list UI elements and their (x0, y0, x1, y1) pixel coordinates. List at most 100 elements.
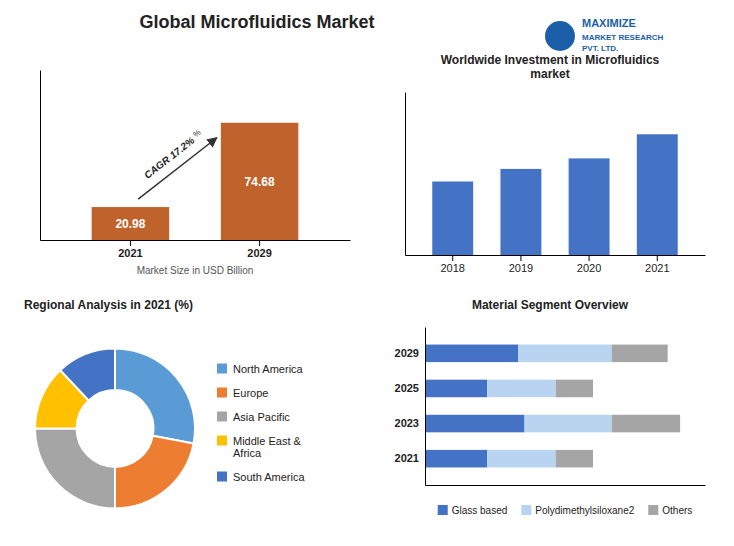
legend-label: Middle East &Africa (233, 435, 302, 459)
text-line: market (530, 67, 569, 81)
tick-mark (657, 255, 658, 261)
chart-title: Worldwide Investment in Microfluidicsmar… (441, 53, 660, 81)
bar (500, 169, 541, 255)
tick-label: 2029 (395, 347, 419, 359)
marks (432, 134, 677, 255)
legend-swatch (217, 472, 227, 482)
slice (115, 436, 194, 509)
axis-line (41, 240, 351, 241)
tick-label: 2019 (509, 262, 533, 274)
annotation: % (191, 128, 202, 139)
tick-label: 2023 (395, 417, 419, 429)
legend-label: Europe (233, 387, 268, 399)
legend-label: Others (662, 505, 692, 516)
text-line: Europe (233, 387, 268, 399)
axis (40, 71, 41, 241)
legend-label: North America (233, 363, 304, 375)
data-label: 20.98 (115, 217, 145, 231)
tick-label: 2021 (118, 247, 142, 259)
bar (92, 207, 169, 240)
tick: 2021 (118, 240, 142, 259)
tick: 2023 (395, 417, 425, 429)
logo: MAXIMIZE MARKET RESEARCH PVT. LTD. (545, 17, 664, 53)
legend-label: Glass based (452, 505, 508, 516)
legend: North America Europe Asia Pacific Middle Ea… (217, 363, 305, 483)
bar (432, 182, 473, 255)
text-line: Africa (233, 447, 262, 459)
legend-item: Europe (217, 387, 268, 399)
axis (405, 93, 406, 256)
marks (92, 123, 299, 240)
legend-item: Middle East &Africa (217, 435, 302, 459)
text-line: Middle East & (233, 435, 302, 447)
tick: 2019 (509, 255, 533, 274)
tick-mark (520, 255, 521, 261)
tick: 2025 (395, 382, 425, 394)
legend-item: Glass based (438, 505, 508, 516)
logo-text: MAXIMIZE (582, 17, 636, 29)
tick-label: 2020 (577, 262, 601, 274)
tick-mark (130, 240, 131, 246)
slice (115, 349, 195, 444)
axis-line (406, 255, 706, 256)
panel: Worldwide Investment in Microfluidicsmar… (406, 53, 706, 274)
legend-swatch (217, 412, 227, 422)
legend-item: North America (217, 363, 304, 375)
bar (518, 345, 611, 363)
axis-line (425, 328, 426, 486)
tick: 2021 (395, 452, 425, 464)
bar (556, 380, 593, 398)
tick: 2029 (395, 347, 425, 359)
data-label: 74.68 (245, 175, 275, 189)
bar (425, 415, 525, 433)
axis-title: Market Size in USD Billion (137, 265, 254, 276)
bar (612, 345, 668, 363)
axis-line (40, 71, 41, 241)
bar (637, 134, 678, 255)
marks (35, 349, 195, 509)
figure-title: Global Microfluidics Market (139, 12, 374, 32)
legend-swatch (217, 388, 227, 398)
tick-mark (589, 255, 590, 261)
bar (425, 450, 487, 468)
bar (487, 380, 555, 398)
bar (487, 450, 555, 468)
logo-text: PVT. LTD. (582, 44, 618, 53)
bar (425, 345, 518, 363)
tick-label: 2021 (395, 452, 419, 464)
legend-swatch (438, 505, 448, 515)
legend-swatch (217, 436, 227, 446)
text-line: Asia Pacific (233, 411, 290, 423)
text-line: Material Segment Overview (472, 298, 629, 312)
axis: 2029 2025 2023 2021 (395, 328, 426, 486)
legend-swatch (217, 364, 227, 374)
annotation: CAGR 17.2% (142, 135, 197, 181)
axis (426, 485, 706, 486)
bar (569, 158, 610, 255)
text-line: Worldwide Investment in Microfluidics (441, 53, 660, 67)
text-line: North America (233, 363, 304, 375)
panel: Regional Analysis in 2021 (%) North Ameri… (24, 298, 305, 509)
tick: 2018 (440, 255, 464, 274)
legend-item: Asia Pacific (217, 411, 290, 423)
legend-label: Polydimethylsiloxane2 (535, 505, 634, 516)
tick: 2029 (247, 240, 271, 259)
logo-text: MARKET RESEARCH (582, 33, 664, 42)
bar (221, 123, 298, 240)
tick-label: 2025 (395, 382, 419, 394)
chart-title: Material Segment Overview (472, 298, 629, 312)
legend-item: Others (648, 505, 692, 516)
panel: Material Segment Overview202920252023202… (395, 298, 706, 516)
tick-mark (259, 240, 260, 246)
axis-line (426, 485, 706, 486)
text-line: Regional Analysis in 2021 (%) (24, 298, 193, 312)
legend-label: South America (233, 471, 305, 483)
bar (425, 380, 487, 398)
axis: 2021 2029 (41, 240, 351, 259)
axis: 2018 2019 2020 2021 (406, 255, 706, 274)
tick: 2021 (645, 255, 669, 274)
legend-swatch (521, 505, 531, 515)
tick-mark (452, 255, 453, 261)
bar (556, 450, 593, 468)
bar (525, 415, 612, 433)
